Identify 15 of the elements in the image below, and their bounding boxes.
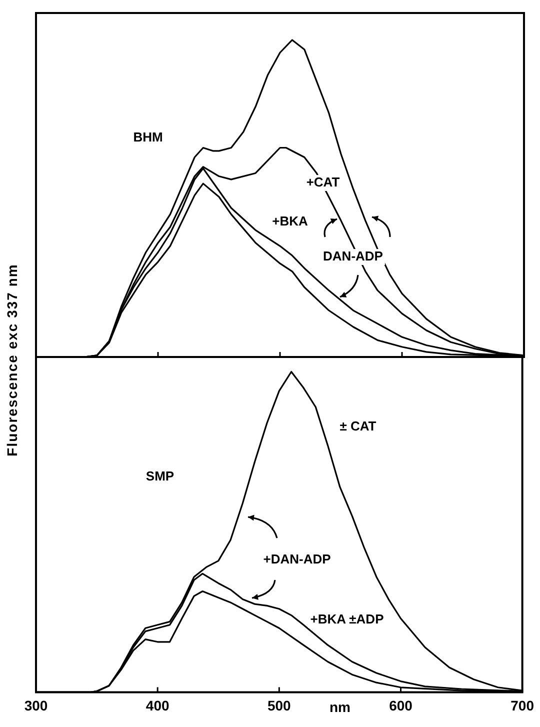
x-tick-label: 300 (24, 697, 48, 714)
annotation: BHM (133, 130, 163, 145)
x-tick-label: 500 (267, 697, 292, 714)
x-tick-label: 600 (389, 697, 413, 714)
x-tick-label: 700 (510, 697, 534, 714)
x-tick-label: 400 (146, 697, 170, 714)
annotation: +CAT (306, 174, 340, 190)
x-axis-title: nm (329, 699, 350, 716)
annotation: +BKA (272, 214, 308, 229)
annotation: DAN-ADP (323, 248, 384, 264)
y-axis-title: Fluorescence exc 337 nm (4, 264, 20, 456)
annotation: SMP (146, 468, 174, 484)
annotation: ± CAT (340, 418, 376, 434)
annotation: +DAN-ADP (263, 552, 332, 567)
annotation: +BKA ±ADP (310, 612, 384, 627)
